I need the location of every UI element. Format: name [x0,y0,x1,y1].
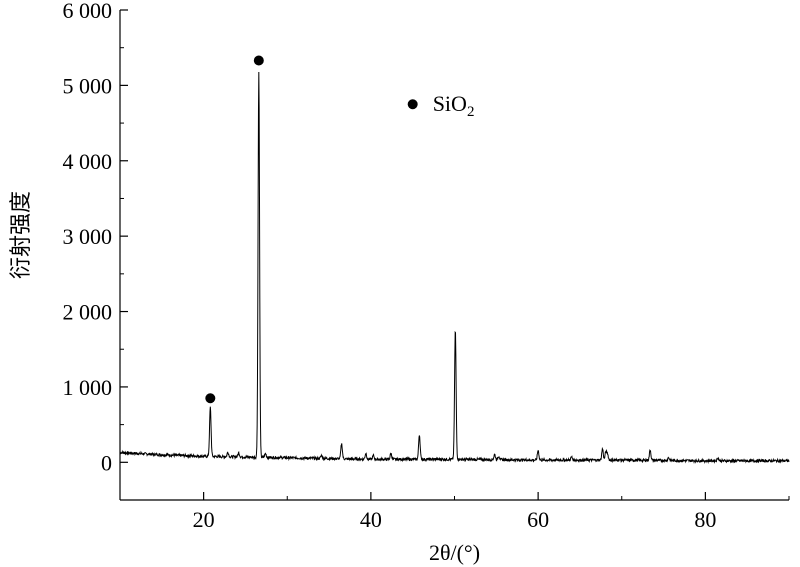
peak-marker-icon [253,55,264,66]
x-tick-label: 40 [360,507,382,532]
y-tick-label: 6 000 [63,0,113,23]
y-tick-label: 2 000 [63,300,113,325]
x-tick-label: 80 [694,507,716,532]
legend: SiO2 [407,91,475,120]
y-tick-label: 5 000 [63,73,113,98]
legend-label: SiO2 [433,91,475,120]
legend-marker-icon [407,99,418,110]
xrd-pattern-line [119,72,790,465]
y-axis-label: 衍射强度 [9,191,34,279]
x-tick-label: 20 [193,507,215,532]
y-tick-label: 0 [101,450,112,475]
peak-markers [205,55,264,404]
x-ticks: 20 40 60 80 [119,492,790,532]
y-ticks: 0 1 000 2 000 3 000 4 000 5 000 6 000 [63,0,128,501]
y-tick-label: 3 000 [63,224,113,249]
y-tick-label: 4 000 [63,149,113,174]
x-axis-label: 2θ/(°) [429,540,480,565]
x-tick-label: 60 [527,507,549,532]
y-tick-label: 1 000 [63,375,113,400]
peak-marker-icon [205,393,216,404]
